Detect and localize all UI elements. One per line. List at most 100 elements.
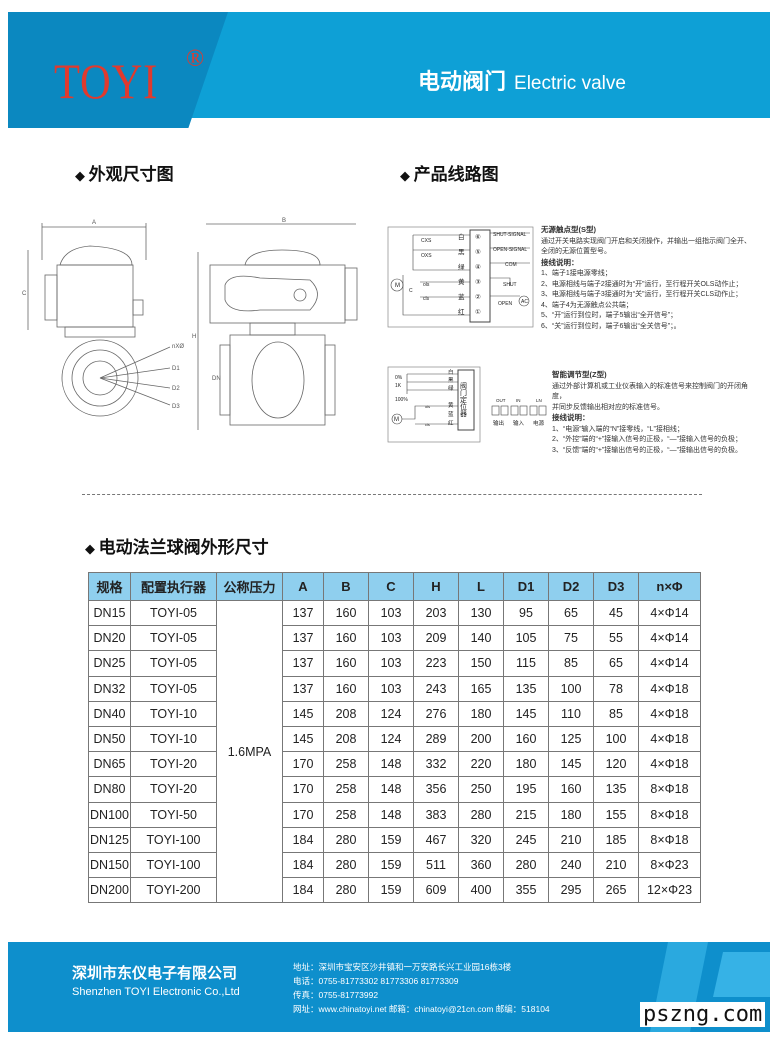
table-cell: 150	[458, 650, 504, 677]
table-row: DN100 TOYI-50 170 258 148 383 280 215 180 155 8×Φ1…	[88, 801, 701, 828]
terminal-2: ②	[475, 294, 481, 301]
table-cell: 103	[368, 599, 414, 627]
table-cell: 195	[503, 776, 549, 803]
wiring-diagram-z-type: 白 黑 绿 黄 蓝 红 0% 1K 100% M ols cls OUT IN …	[387, 366, 547, 443]
table-cell: 289	[413, 725, 459, 753]
port-out: OUT	[496, 398, 506, 403]
table-cell: 180	[548, 801, 594, 828]
watermark: pszng.com	[640, 1002, 766, 1027]
motor-label: M	[394, 417, 399, 423]
table-cell: 165	[458, 675, 504, 702]
column-header: n×Φ	[638, 572, 701, 601]
table-cell: 356	[413, 776, 459, 803]
wire-color: 黄	[448, 401, 454, 409]
label-ols: ols	[423, 282, 430, 288]
port-name: 输出	[493, 419, 504, 427]
title-en: Electric valve	[514, 73, 626, 94]
z-type-howto: 接线说明：	[552, 413, 590, 422]
table-cell: 8×Φ18	[638, 776, 701, 803]
column-header: B	[323, 572, 369, 601]
fax: 传真：0755-81773992	[293, 990, 379, 1000]
signal-label: SHUT-SIGNAL	[493, 232, 527, 238]
table-cell: DN40	[88, 700, 131, 727]
z-type-title: 智能调节型(Z型)	[552, 370, 607, 379]
company-name-en: Shenzhen TOYI Electronic Co.,Ltd	[72, 986, 240, 998]
table-cell: 155	[593, 801, 639, 828]
table-cell: 135	[593, 776, 639, 803]
table-row: DN125 TOYI-100 184 280 159 467 320 245 210 185 8×Φ…	[88, 826, 701, 853]
table-cell: TOYI-100	[130, 851, 217, 879]
table-cell: TOYI-10	[130, 725, 217, 753]
label-dn: DN	[212, 376, 221, 382]
table-cell: 148	[368, 801, 414, 828]
z-type-step: 1、“电源”输入端的“N”接零线，“L”接相线；	[552, 425, 684, 433]
signal-label: OPEN-SIGNAL	[493, 247, 527, 253]
wiring-diagram-s-type: ⑥ ⑤ ④ ③ ② ① 白 黑 绿 黄 蓝 红 SHUT-SIGNAL OPEN…	[387, 226, 534, 328]
table-cell: 115	[503, 650, 549, 677]
s-type-howto: 接线说明：	[541, 257, 579, 267]
column-header: 规格	[88, 572, 131, 601]
table-cell: 159	[368, 851, 414, 879]
s-type-notes: 无源触点型(S型) 通过开关电路实现阀门开启和关闭操作，并输出一组指示阀门全开、…	[541, 225, 756, 332]
table-cell: 95	[503, 599, 549, 627]
positioner-label: 阀门定位器	[460, 381, 468, 418]
table-cell: 160	[323, 650, 369, 677]
table-cell: 184	[282, 877, 324, 904]
table-cell: 258	[323, 751, 369, 778]
table-cell: 170	[282, 776, 324, 803]
label-cxs: CXS	[421, 238, 432, 244]
label-1k: 1K	[395, 383, 402, 389]
table-cell: 124	[368, 700, 414, 727]
table-cell: 160	[323, 675, 369, 702]
terminal-5: ⑤	[475, 249, 481, 256]
table-cell: 180	[503, 751, 549, 778]
pressure-cell: 1.6MPA	[216, 599, 283, 904]
s-type-step: 5、“开”运行到位时，端子5输出“全开信号”；	[541, 312, 678, 319]
table-cell: 209	[413, 625, 459, 652]
table-cell: 276	[413, 700, 459, 727]
wire-color: 蓝	[458, 292, 465, 301]
table-cell: 332	[413, 751, 459, 778]
table-cell: 245	[503, 826, 549, 853]
wire-color: 白	[458, 232, 465, 241]
table-cell: TOYI-20	[130, 776, 217, 803]
table-cell: 355	[503, 877, 549, 904]
table-cell: 148	[368, 776, 414, 803]
title-cn: 电动阀门	[418, 69, 507, 94]
s-type-step: 6、“关”运行到位时，端子6输出“全关信号”；。	[541, 322, 681, 330]
table-cell: 258	[323, 776, 369, 803]
port-ln: LN	[536, 398, 542, 403]
table-cell: 250	[458, 776, 504, 803]
table-cell: 135	[503, 675, 549, 702]
table-cell: 145	[503, 700, 549, 727]
table-row: DN50 TOYI-10 145 208 124 289 200 160 125 100 4×Φ18	[88, 725, 701, 753]
port-in: IN	[516, 398, 521, 403]
s-type-step: 2、电源相线与端子2接通时为“开”运行，至行程开关OLS动作止；	[541, 280, 743, 288]
table-cell: DN20	[88, 625, 131, 652]
table-cell: 320	[458, 826, 504, 853]
table-cell: 280	[323, 851, 369, 879]
dimension-drawing: A C nXØ D1 D2 D3 B H DN	[22, 218, 358, 430]
table-row: DN25 TOYI-05 137 160 103 223 150 115 85 65 4×Φ14	[88, 650, 701, 677]
table-cell: 160	[323, 625, 369, 652]
terminal-3: ③	[475, 279, 481, 286]
z-type-desc: 并同步反馈输出相对应的标准信号。	[552, 403, 664, 411]
table-cell: TOYI-100	[130, 826, 217, 853]
table-cell: 65	[548, 599, 594, 627]
table-cell: 280	[323, 826, 369, 853]
table-cell: 4×Φ18	[638, 725, 701, 753]
wire-color: 红	[448, 419, 454, 427]
table-cell: 184	[282, 826, 324, 853]
table-cell: TOYI-05	[130, 599, 217, 627]
table-cell: 148	[368, 751, 414, 778]
table-cell: DN200	[88, 877, 131, 904]
table-cell: 103	[368, 625, 414, 652]
table-cell: TOYI-05	[130, 650, 217, 677]
wire-color: 绿	[448, 384, 454, 392]
table-cell: 137	[282, 599, 324, 627]
table-cell: 137	[282, 675, 324, 702]
table-cell: 210	[548, 826, 594, 853]
table-cell: 609	[413, 877, 459, 904]
table-row: DN150 TOYI-100 184 280 159 511 360 280 240 210 8×Φ…	[88, 851, 701, 879]
label-cls: cls	[423, 296, 430, 302]
